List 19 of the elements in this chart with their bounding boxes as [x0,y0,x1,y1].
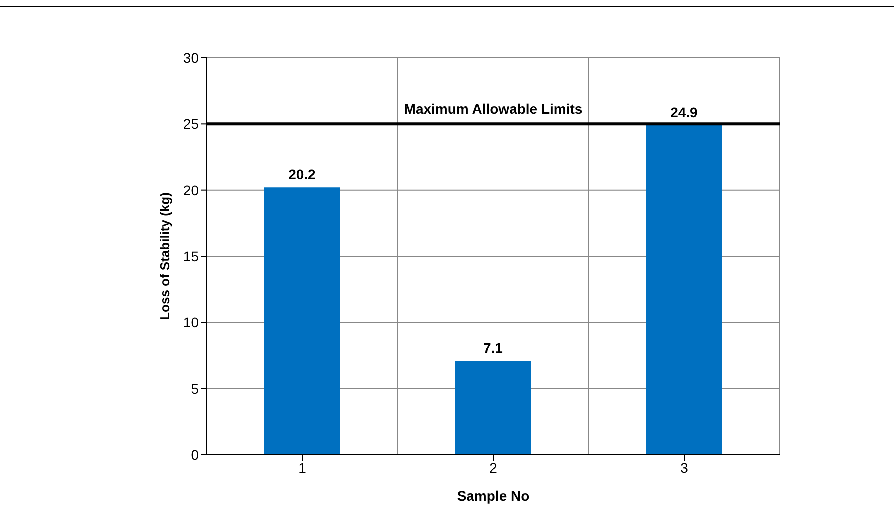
x-axis-title: Sample No [457,488,530,504]
bar [646,125,722,455]
y-tick-label: 0 [191,446,200,463]
y-tick-label: 30 [183,50,200,66]
x-tick-label: 3 [680,460,689,476]
y-tick-label: 10 [183,314,200,331]
y-axis-title: Loss of Stability (kg) [158,192,173,320]
y-tick-label: 5 [191,380,200,397]
data-label: 24.9 [670,104,698,120]
data-label: 7.1 [483,340,504,356]
x-tick-label: 2 [490,460,498,476]
ref-line-label: Maximum Allowable Limits [404,101,583,118]
x-tick-label: 1 [298,460,307,476]
data-label: 20.2 [288,166,316,183]
y-tick-label: 20 [183,182,200,198]
y-tick-label: 15 [183,248,200,264]
bar [455,361,532,455]
y-tick-label: 25 [183,116,200,132]
bar [264,188,340,455]
